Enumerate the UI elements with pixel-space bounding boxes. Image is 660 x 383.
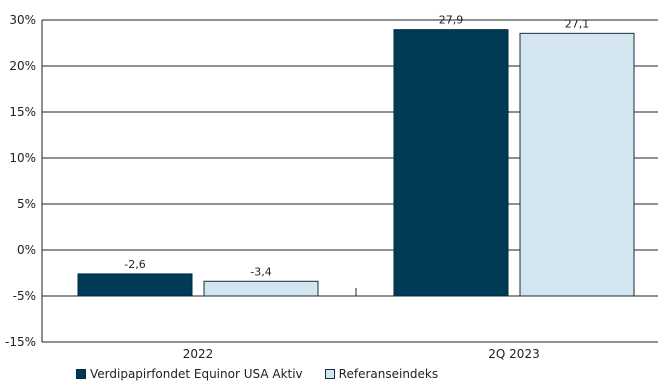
y-tick-label: 5% xyxy=(17,197,36,211)
y-tick-label: -5% xyxy=(13,289,36,303)
legend-swatch-fund xyxy=(76,369,86,379)
x-category-label: 2Q 2023 xyxy=(488,347,539,361)
data-label: 27,1 xyxy=(565,17,590,30)
bars xyxy=(77,29,635,297)
data-label: -3,4 xyxy=(250,265,271,278)
legend-item-fund: Verdipapirfondet Equinor USA Aktiv xyxy=(76,367,303,381)
y-tick-label: -15% xyxy=(5,335,36,349)
legend-label-fund: Verdipapirfondet Equinor USA Aktiv xyxy=(90,367,303,381)
data-labels: -2,6 -3,4 27,9 27,1 xyxy=(124,14,589,279)
y-axis-ticks: 30% 20% 15% 10% 5% 0% -5% -15% xyxy=(5,13,36,349)
y-tick-label: 15% xyxy=(9,105,36,119)
legend-label-index: Referanseindeks xyxy=(338,367,439,381)
x-axis-categories: 2022 2Q 2023 xyxy=(183,347,540,361)
legend: Verdipapirfondet Equinor USA Aktiv Refer… xyxy=(76,367,438,381)
legend-item-index: Referanseindeks xyxy=(324,367,439,381)
x-category-label: 2022 xyxy=(183,347,214,361)
data-label: -2,6 xyxy=(124,258,145,271)
bar xyxy=(203,280,319,297)
y-tick-label: 10% xyxy=(9,151,36,165)
bar xyxy=(519,32,635,297)
bar xyxy=(77,273,193,297)
legend-swatch-index xyxy=(324,369,335,379)
y-tick-label: 20% xyxy=(9,59,36,73)
data-label: 27,9 xyxy=(439,14,464,27)
y-tick-label: 30% xyxy=(9,13,36,27)
bar xyxy=(393,29,509,297)
y-tick-label: 0% xyxy=(17,243,36,257)
